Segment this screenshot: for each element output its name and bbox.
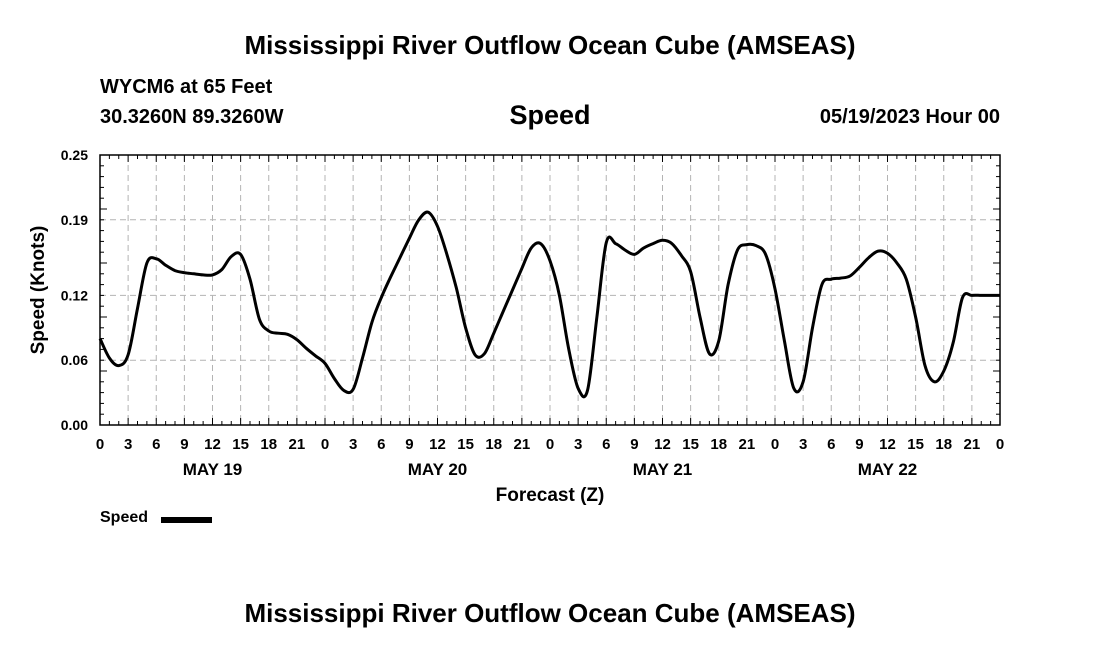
forecast-datetime: 05/19/2023 Hour 00	[819, 106, 1000, 128]
x-tick-label: 9	[405, 436, 413, 453]
coordinates-label: 30.3260N 89.3260W	[100, 106, 284, 128]
x-tick-label: 0	[771, 436, 779, 453]
footer-title: Mississippi River Outflow Ocean Cube (AM…	[244, 598, 856, 628]
x-tick-label: 12	[879, 436, 896, 453]
y-tick-label: 0.25	[61, 147, 88, 163]
x-tick-label: 3	[124, 436, 132, 453]
legend-label: Speed	[100, 509, 149, 526]
chart-title: Mississippi River Outflow Ocean Cube (AM…	[244, 30, 856, 60]
x-tick-label: 15	[907, 436, 924, 453]
x-tick-label: 0	[996, 436, 1004, 453]
x-tick-label: 0	[96, 436, 104, 453]
x-tick-label: 15	[232, 436, 249, 453]
x-tick-label: 9	[180, 436, 188, 453]
x-tick-label: 9	[855, 436, 863, 453]
x-tick-label: 21	[289, 436, 306, 453]
day-label: MAY 19	[183, 460, 243, 479]
legend-swatch	[161, 517, 212, 523]
x-tick-label: 6	[152, 436, 160, 453]
x-tick-label: 18	[485, 436, 502, 453]
x-tick-label: 9	[630, 436, 638, 453]
x-tick-label: 21	[739, 436, 756, 453]
x-tick-label: 21	[514, 436, 531, 453]
x-tick-label: 12	[204, 436, 221, 453]
x-axis-label: Forecast (Z)	[496, 485, 605, 506]
y-tick-label: 0.12	[61, 287, 88, 303]
day-label: MAY 20	[408, 460, 468, 479]
station-label: WYCM6 at 65 Feet	[100, 76, 273, 98]
x-tick-label: 12	[654, 436, 671, 453]
x-tick-label: 18	[935, 436, 952, 453]
x-tick-label: 18	[710, 436, 727, 453]
x-tick-label: 0	[546, 436, 554, 453]
x-tick-label: 6	[377, 436, 385, 453]
day-label: MAY 21	[633, 460, 693, 479]
y-tick-label: 0.06	[61, 352, 88, 368]
y-axis-label: Speed (Knots)	[28, 226, 49, 355]
x-tick-label: 15	[682, 436, 699, 453]
x-tick-label: 15	[457, 436, 474, 453]
x-tick-label: 6	[827, 436, 835, 453]
day-label: MAY 22	[858, 460, 918, 479]
y-tick-label: 0.00	[61, 417, 88, 433]
x-tick-label: 6	[602, 436, 610, 453]
x-tick-label: 3	[799, 436, 807, 453]
plot-frame	[99, 154, 1001, 426]
y-tick-label: 0.19	[61, 212, 88, 228]
x-tick-label: 18	[260, 436, 277, 453]
x-tick-label: 3	[574, 436, 582, 453]
x-tick-label: 0	[321, 436, 329, 453]
x-tick-label: 21	[964, 436, 981, 453]
parameter-title: Speed	[509, 100, 591, 130]
x-tick-label: 3	[349, 436, 357, 453]
speed-series-line	[98, 210, 1000, 399]
x-tick-label: 12	[429, 436, 446, 453]
